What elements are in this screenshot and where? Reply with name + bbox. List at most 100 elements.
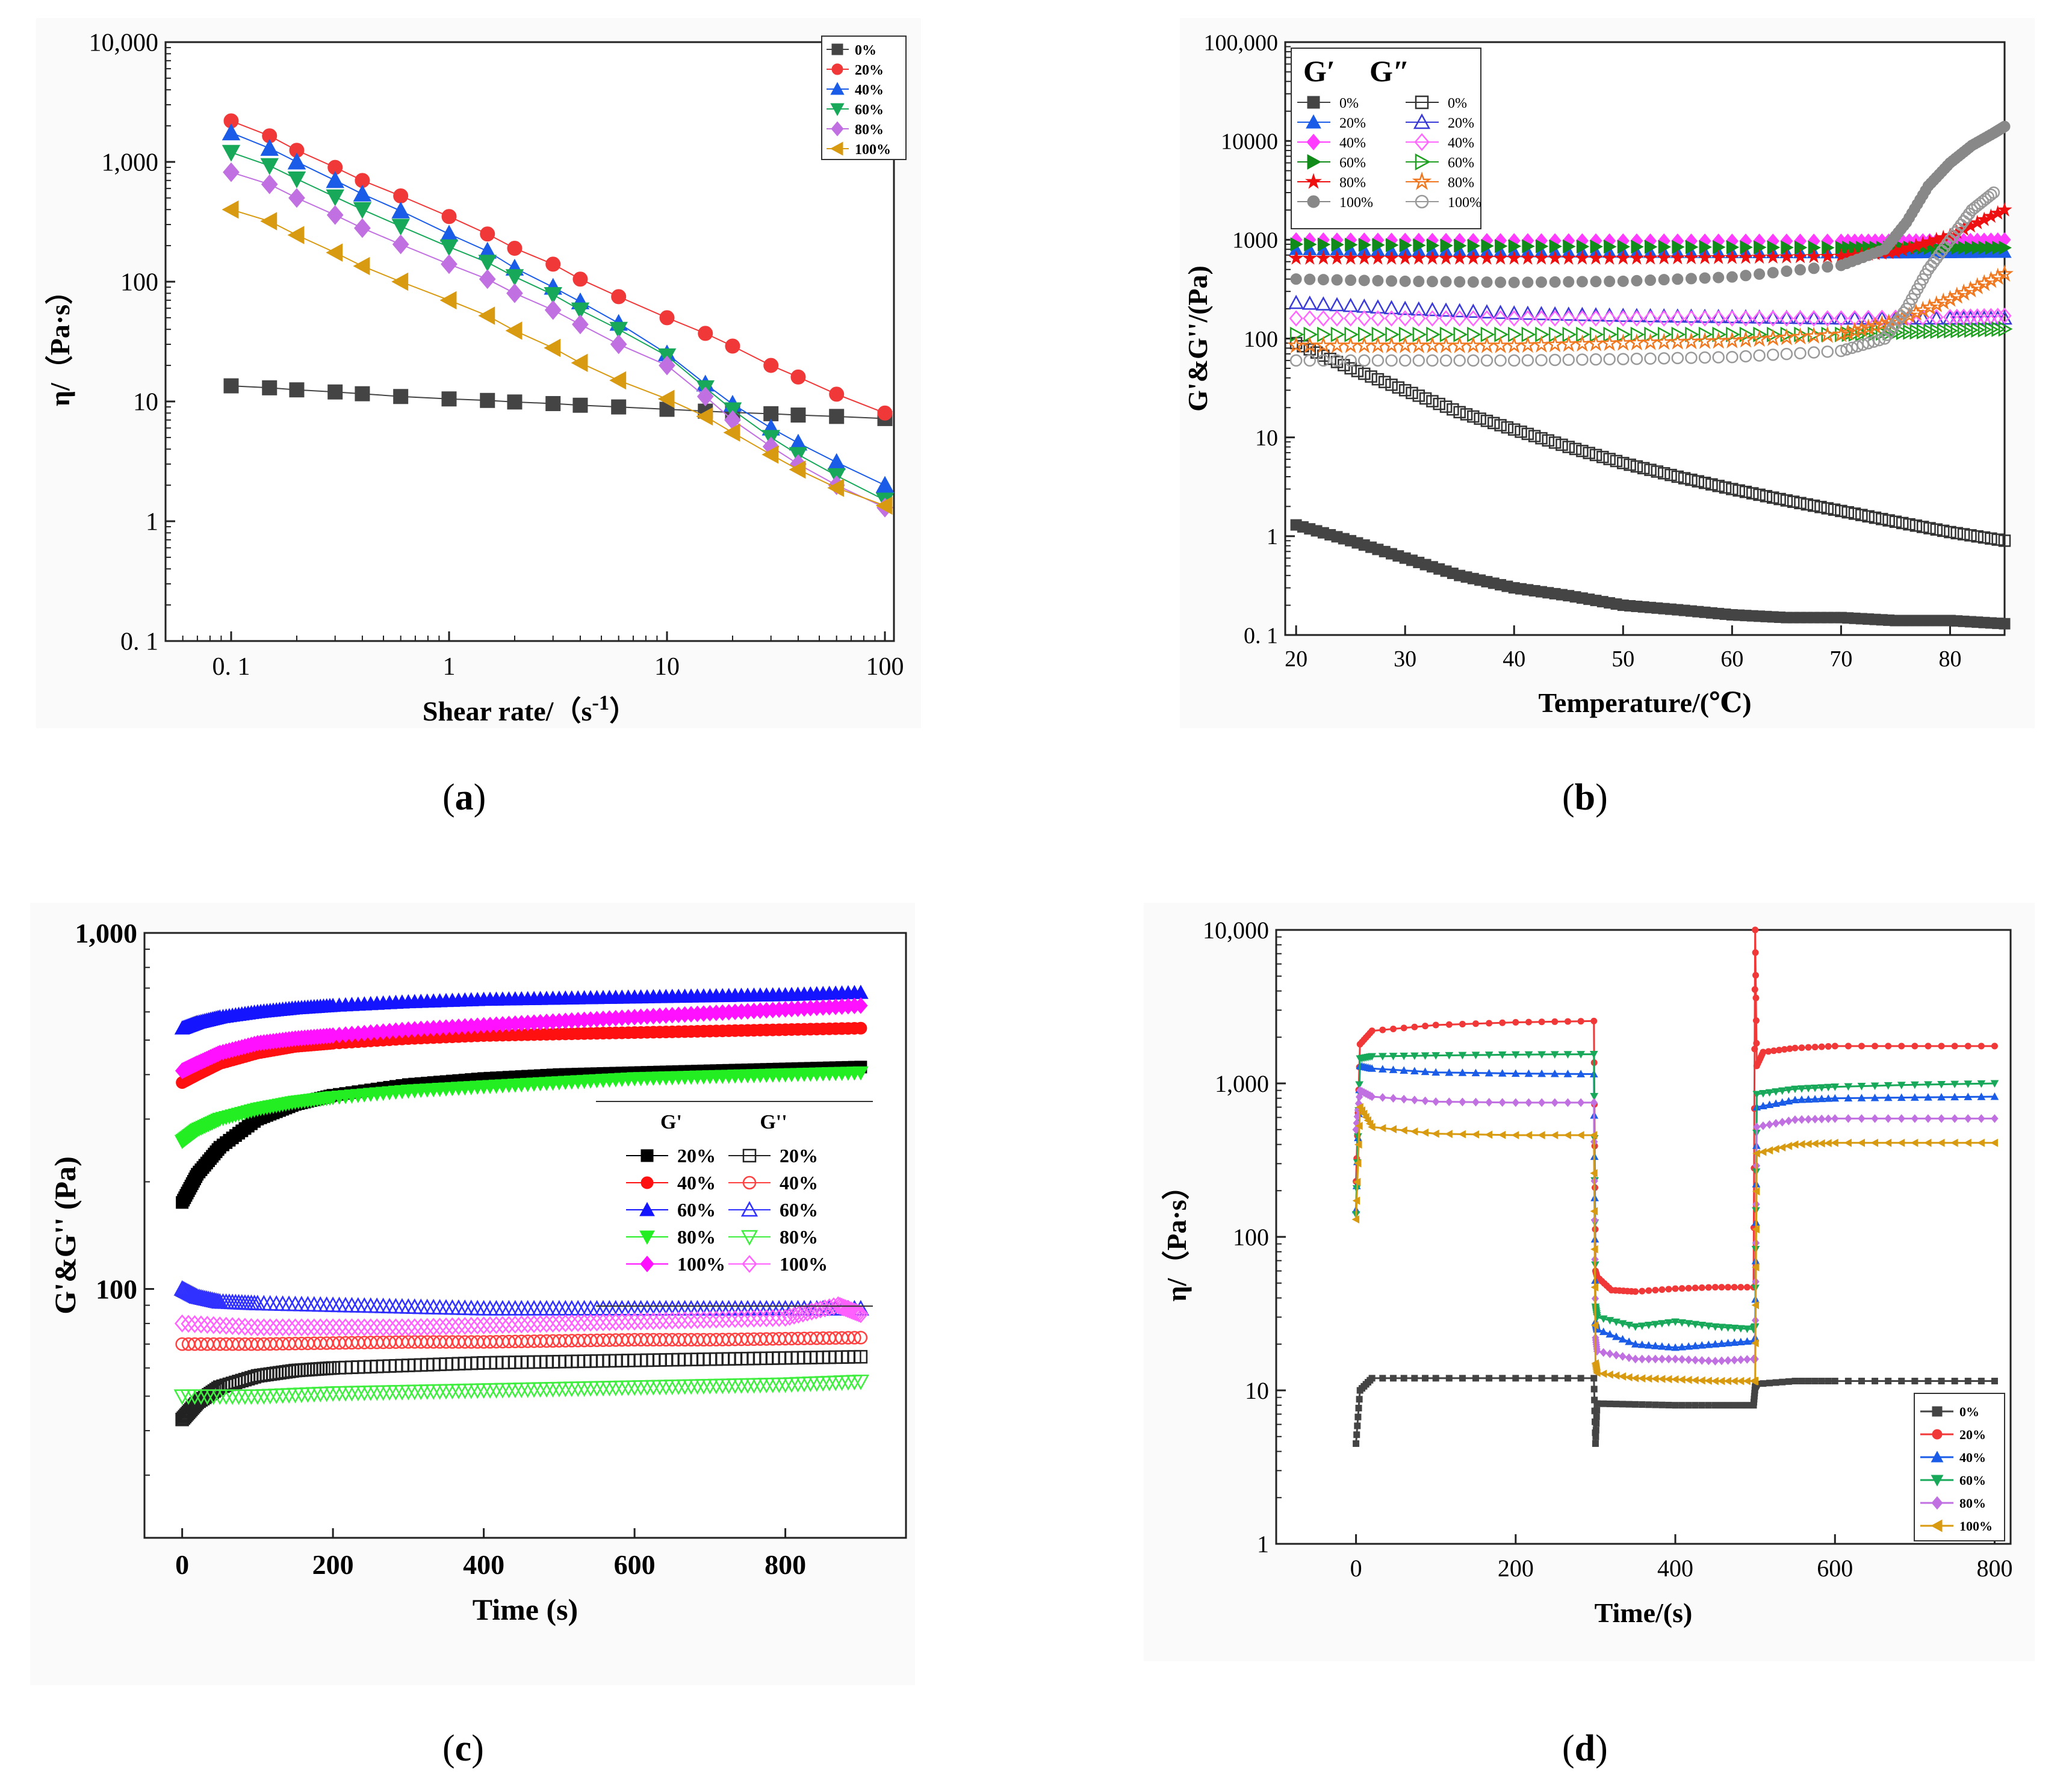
panel-a-viscosity-vs-shear-rate: 0. 1 1 10 100 0. 1 1 10 100 1,000 10,000 Shear rat…	[36, 18, 921, 728]
data-point	[544, 338, 561, 358]
data-point	[1525, 1098, 1533, 1107]
data-point	[1791, 1378, 1799, 1385]
data-point	[1739, 326, 1754, 342]
data-point	[1618, 1320, 1627, 1328]
data-point	[1963, 308, 1977, 325]
data-point	[1937, 323, 1952, 339]
data-point	[1383, 250, 1400, 265]
data-point	[1576, 445, 1589, 457]
data-point	[1678, 1402, 1686, 1409]
data-point	[1925, 1042, 1932, 1050]
data-point	[1753, 326, 1768, 342]
data-point	[1717, 1324, 1726, 1331]
data-point	[1778, 1087, 1787, 1095]
data-point	[854, 1349, 868, 1364]
data-point	[1458, 1068, 1467, 1076]
series-g-80-	[173, 1374, 869, 1405]
x-tick-label: 400	[463, 1549, 504, 1580]
data-point	[1382, 336, 1401, 353]
data-point	[1692, 475, 1705, 488]
data-point	[457, 1316, 473, 1335]
data-point	[1316, 310, 1330, 327]
data-point	[1664, 1342, 1673, 1351]
data-point	[1645, 1354, 1652, 1364]
data-point	[1739, 310, 1753, 327]
data-point	[572, 314, 589, 335]
data-point	[659, 310, 675, 326]
data-point	[1807, 499, 1820, 512]
data-point	[782, 1307, 798, 1326]
data-point	[765, 1309, 781, 1327]
data-point	[1642, 250, 1658, 265]
data-point	[1485, 1098, 1493, 1107]
legend-label: 60%	[1959, 1473, 1986, 1488]
data-point	[1385, 354, 1398, 367]
data-point	[1824, 1083, 1833, 1092]
data-point	[1743, 1355, 1751, 1364]
data-point	[1841, 326, 1856, 342]
legend-label: 60%	[780, 1199, 818, 1221]
data-point	[223, 378, 239, 394]
data-point	[1378, 1124, 1386, 1133]
y-axis-label: G'&G'' (Pa)	[48, 1156, 82, 1314]
data-point	[1352, 1125, 1360, 1135]
data-point	[1379, 1026, 1386, 1033]
data-point	[400, 1318, 417, 1337]
data-point	[1909, 519, 1923, 532]
data-point	[1492, 305, 1509, 319]
data-point	[1982, 270, 2000, 288]
data-point	[1805, 326, 1823, 344]
data-point	[1996, 264, 2014, 282]
y-tick-label: 100,000	[1204, 30, 1279, 55]
data-point	[331, 1318, 347, 1337]
data-point	[1351, 365, 1364, 377]
data-point	[1562, 353, 1575, 367]
data-point	[1818, 1378, 1825, 1385]
y-tick-label: 100	[1244, 327, 1278, 352]
data-point	[1665, 1401, 1672, 1408]
data-point	[1684, 1320, 1693, 1328]
data-point	[1808, 262, 1820, 274]
data-point	[1772, 1145, 1779, 1153]
data-point	[1537, 1069, 1546, 1077]
data-point	[1759, 1121, 1767, 1130]
data-point	[1991, 1378, 1998, 1385]
data-point	[526, 1315, 542, 1333]
data-point	[1505, 336, 1524, 353]
data-point	[1501, 421, 1514, 434]
data-point	[1750, 329, 1769, 347]
data-point	[1811, 1044, 1819, 1051]
data-point	[1644, 463, 1657, 476]
data-point	[1432, 1097, 1440, 1106]
data-point	[1590, 240, 1603, 254]
data-point	[1738, 309, 1754, 324]
data-point	[1317, 274, 1329, 286]
data-point	[1400, 1094, 1408, 1104]
data-point	[1368, 1375, 1376, 1382]
data-point	[1848, 507, 1861, 520]
data-point	[1535, 354, 1548, 367]
series-60-	[222, 144, 895, 510]
data-point	[1731, 1355, 1739, 1364]
data-point	[1389, 1053, 1398, 1061]
data-point	[438, 1317, 454, 1336]
data-point	[1897, 1114, 1905, 1123]
data-point	[439, 239, 459, 256]
data-point	[1806, 249, 1822, 264]
data-point	[1884, 1138, 1892, 1147]
data-point	[1437, 336, 1455, 353]
data-point	[1371, 310, 1385, 327]
data-point	[1590, 1017, 1598, 1024]
data-point	[1844, 1094, 1853, 1101]
data-point	[1398, 384, 1412, 397]
data-point	[1368, 1064, 1376, 1072]
data-point	[1304, 273, 1316, 285]
data-point	[1765, 1100, 1774, 1109]
data-point	[262, 1318, 278, 1337]
legend-label: 20%	[1339, 116, 1366, 131]
data-point	[1535, 432, 1548, 445]
data-point	[1753, 1123, 1761, 1132]
legend-marker	[1415, 194, 1429, 209]
legend-label: 60%	[1448, 155, 1474, 171]
data-point	[1317, 354, 1330, 367]
